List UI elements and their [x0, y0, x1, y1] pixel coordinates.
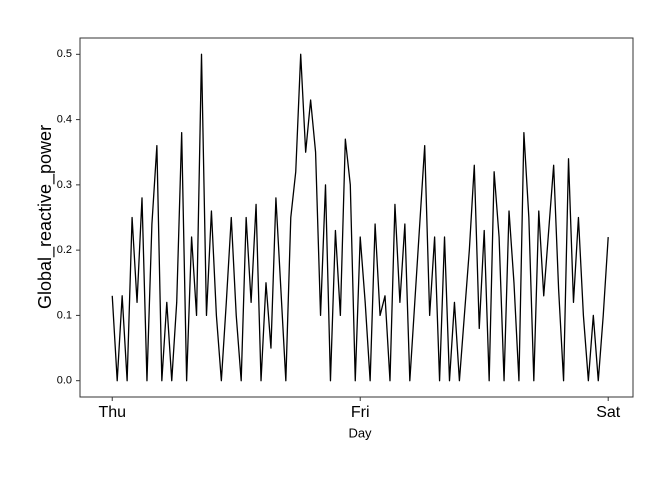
y-tick-label: 0.2 [57, 244, 72, 256]
x-axis-title: Day [348, 425, 372, 440]
x-tick-label: Thu [98, 404, 126, 421]
x-tick-label: Fri [351, 404, 370, 421]
x-tick-label: Sat [596, 404, 621, 421]
y-tick-label: 0.1 [57, 309, 72, 321]
y-axis-title: Global_reactive_power [35, 125, 56, 309]
y-tick-label: 0.3 [57, 179, 72, 191]
line [111, 53, 609, 382]
y-tick-label: 0.0 [57, 375, 72, 387]
y-tick-label: 0.5 [57, 48, 72, 60]
panel [79, 37, 634, 398]
y-tick-label: 0.4 [57, 113, 72, 125]
